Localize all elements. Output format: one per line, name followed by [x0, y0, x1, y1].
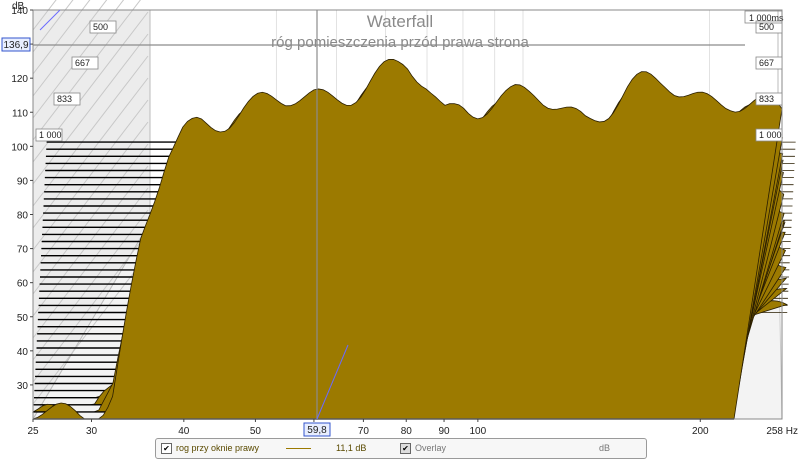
- x-tick-label: 40: [178, 426, 190, 437]
- wall-hatch-line: [32, 99, 149, 251]
- time-tick-text: 833: [57, 94, 72, 104]
- y-tick-label: 60: [17, 279, 29, 290]
- time-tick-box: [89, 20, 117, 34]
- legend-bar: ✔ rog przy oknie prawy 11,1 dB ✔ Overlay…: [155, 438, 647, 459]
- time-tick-left: 833: [53, 92, 81, 106]
- series-line-swatch: [286, 448, 311, 449]
- cursor-level-readout: 136,9: [1, 37, 31, 52]
- time-tick-left: 500: [89, 20, 117, 34]
- time-tick-text: 1 000: [39, 130, 62, 140]
- series-name: rog przy oknie prawy: [176, 443, 260, 453]
- wall-hatch-line: [32, 0, 57, 31]
- overlay-label: Overlay: [415, 443, 447, 453]
- y-tick-label: 30: [17, 381, 29, 392]
- time-tick-right: 667: [755, 56, 783, 70]
- wall-hatch-line: [32, 77, 149, 229]
- y-tick-label: 50: [17, 313, 29, 324]
- chart-title: Waterfall: [367, 12, 433, 31]
- time-end-label: 1 000ms: [749, 13, 784, 23]
- series-checkbox[interactable]: ✔: [161, 443, 172, 454]
- time-tick-text: 500: [759, 22, 774, 32]
- y-tick-label: 100: [11, 142, 28, 153]
- y-tick-label: 140: [11, 6, 28, 17]
- x-tick-label: 200: [692, 426, 709, 437]
- y-axis-label: dB: [12, 1, 25, 12]
- chart-subtitle: róg pomieszczenia przód prawa strona: [271, 34, 529, 51]
- waterfall-slice: [32, 58, 783, 420]
- time-end-box: [744, 10, 783, 24]
- y-tick-label: 90: [17, 176, 29, 187]
- waterfall-slices: [31, 58, 796, 420]
- time-tick-left: 1 000: [35, 128, 63, 142]
- wall-hatch-line: [32, 0, 74, 53]
- time-tick-text: 833: [759, 94, 774, 104]
- time-tick-right: 1 000: [755, 128, 783, 142]
- wall-hatch-line: [32, 55, 149, 207]
- x-tick-label: 90: [438, 426, 450, 437]
- x-tick-label: 70: [358, 426, 370, 437]
- cursor-level-text: 136,9: [3, 40, 28, 51]
- wall-hatch-line: [32, 231, 149, 383]
- y-tick-label: 40: [17, 347, 29, 358]
- x-tick-label: 100: [470, 426, 487, 437]
- wall-hatch-line: [32, 253, 149, 405]
- wall-hatch-line: [32, 33, 149, 185]
- y-tick-label: 120: [11, 74, 28, 85]
- time-tick-box: [755, 92, 783, 106]
- cursor-freq-readout: 59,8: [303, 422, 331, 437]
- time-tick-box: [755, 56, 783, 70]
- x-tick-label: 80: [401, 426, 413, 437]
- x-end-label: 258 Hz: [766, 426, 798, 437]
- time-tick-left: 667: [71, 56, 99, 70]
- x-tick-label: 30: [86, 426, 98, 437]
- y-tick-label: 80: [17, 211, 29, 222]
- x-tick-label: 25: [27, 426, 39, 437]
- chart-axes: 30405060708090100110120130140dB253040507…: [1, 1, 798, 437]
- time-tick-box: [755, 128, 783, 142]
- y-tick-label: 70: [17, 245, 29, 256]
- time-tick-box: [35, 128, 63, 142]
- time-tick-right: 833: [755, 92, 783, 106]
- overlay-checkbox[interactable]: ✔: [400, 443, 411, 454]
- wall-hatch-line: [32, 0, 125, 119]
- cursor-depth-line: [316, 344, 349, 420]
- y-tick-label: 110: [12, 108, 28, 119]
- time-tick-text: 667: [759, 58, 774, 68]
- time-tick-text: 667: [75, 58, 90, 68]
- x-tick-label: 50: [250, 426, 262, 437]
- cursor-level-box: [1, 37, 31, 52]
- time-tick-box: [755, 20, 783, 34]
- time-tick-box: [53, 92, 81, 106]
- cursor-depth-line-top: [39, 9, 61, 31]
- time-tick-text: 500: [93, 22, 108, 32]
- wall-hatch-line: [32, 143, 149, 295]
- wall-hatch-line: [32, 121, 149, 273]
- time-tick-text: 1 000: [759, 130, 782, 140]
- cursor-freq-box: [303, 422, 331, 437]
- time-tick-right: 500: [755, 20, 783, 34]
- wall-hatch-line: [32, 0, 91, 75]
- legend-unit: dB: [599, 443, 611, 453]
- cursor-freq-text: 59,8: [307, 425, 327, 436]
- series-value: 11,1 dB: [336, 443, 367, 453]
- time-tick-box: [71, 56, 99, 70]
